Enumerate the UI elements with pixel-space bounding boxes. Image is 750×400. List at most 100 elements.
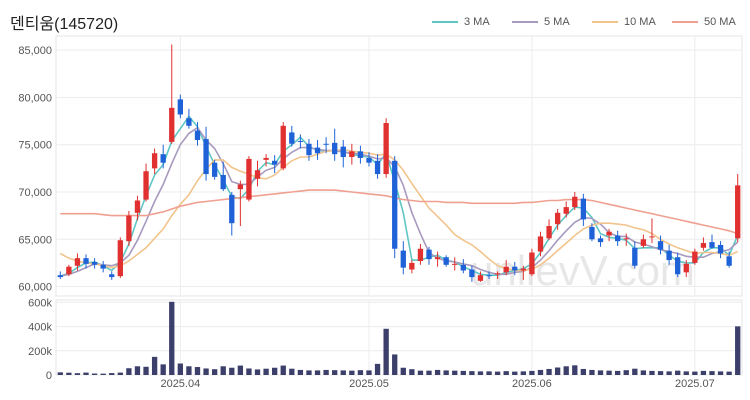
legend-swatch-10ma [592, 21, 618, 23]
candle-body [494, 273, 501, 275]
candle-body [554, 212, 561, 225]
date-tick-label: 2025.05 [349, 378, 389, 390]
volume-bar [263, 368, 269, 375]
candle-body [726, 256, 732, 266]
volume-tick-label: 400k [28, 322, 52, 334]
volume-bar [211, 369, 218, 375]
volume-bar [546, 368, 552, 375]
volume-bar [229, 367, 235, 375]
volume-bar [512, 371, 518, 375]
volume-bar [434, 369, 441, 375]
volume-bar [494, 371, 501, 375]
candle-body [160, 154, 166, 163]
candle-body [314, 147, 321, 154]
volume-bar [169, 301, 175, 375]
volume-bar [357, 370, 364, 375]
volume-bar [254, 369, 261, 375]
candle-body [237, 184, 244, 190]
volume-bar [717, 371, 724, 375]
candle-body [151, 153, 158, 169]
candle-body [211, 162, 218, 177]
volume-bar [126, 368, 132, 375]
candle-body [100, 264, 106, 269]
volume-bar [477, 371, 484, 375]
legend-swatch-5ma [512, 21, 538, 23]
candle-body [460, 264, 466, 271]
candle-body [143, 171, 149, 200]
candle-body [615, 235, 621, 242]
candle-body [383, 122, 389, 175]
candle-body [512, 266, 518, 271]
volume-bar [186, 366, 192, 375]
volume-bar [537, 369, 544, 375]
volume-bar [666, 371, 672, 375]
legend-label-5ma: 5 MA [544, 16, 570, 28]
candle-body [332, 142, 338, 155]
ma-line-10ma [59, 148, 739, 272]
volume-bar [709, 371, 715, 375]
candle-body [409, 262, 415, 270]
candle-body [572, 196, 578, 208]
candle-body [272, 160, 278, 165]
candle-body [57, 275, 63, 278]
date-tick-label: 2025.06 [512, 378, 552, 390]
volume-bar [409, 369, 415, 375]
candle-body [297, 140, 304, 142]
legend-item-50ma: 50 MA [672, 16, 736, 28]
volume-bar [529, 370, 535, 375]
volume-bar [657, 371, 664, 375]
candle-body [194, 130, 201, 140]
volume-bar [297, 369, 304, 375]
volume-bar [160, 364, 166, 375]
candle-body [657, 241, 664, 250]
volume-bar [692, 371, 698, 375]
volume-bar [332, 370, 338, 375]
candle-body [169, 107, 175, 142]
volume-bar [400, 367, 406, 375]
candle-body [589, 226, 595, 240]
legend-item-3ma: 3 MA [432, 16, 490, 28]
candle-body [683, 263, 689, 273]
volume-bar [74, 373, 81, 375]
candle-body [306, 143, 312, 156]
volume-bar [683, 371, 689, 375]
candle-body [357, 151, 364, 158]
volume-bar [117, 372, 123, 375]
volume-bar [109, 373, 115, 375]
legend-swatch-3ma [432, 21, 458, 23]
candle-body [254, 170, 261, 179]
candle-body [392, 160, 398, 249]
price-tick-label: 85,000 [18, 45, 52, 57]
legend-item-5ma: 5 MA [512, 16, 570, 28]
candle-body [186, 118, 192, 126]
volume-bar [460, 370, 466, 375]
volume-bar [289, 368, 295, 375]
date-tick-label: 2025.04 [160, 378, 200, 390]
candle-body [203, 139, 209, 175]
volume-bar [151, 356, 158, 375]
legend-label-3ma: 3 MA [464, 16, 490, 28]
volume-bar [272, 367, 278, 375]
candle-body [597, 238, 604, 243]
candle-body [426, 249, 432, 260]
legend-swatch-50ma [672, 21, 698, 23]
candle-body [477, 275, 484, 281]
volume-bar [177, 363, 183, 375]
candle-body [700, 243, 707, 248]
volume-bar [735, 326, 741, 375]
candle-body [649, 236, 655, 238]
candle-body [520, 268, 526, 271]
candle-body [735, 185, 741, 239]
candle-body [452, 263, 458, 265]
candle-body [580, 198, 587, 220]
volume-bar [700, 370, 707, 375]
candle-body [717, 244, 724, 254]
volume-bar [606, 370, 612, 375]
volume-bar [143, 366, 149, 375]
price-tick-label: 70,000 [18, 187, 52, 199]
volume-bar [632, 368, 638, 375]
candle-body [606, 231, 612, 236]
chart-title: 덴티움(145720) [10, 16, 119, 33]
candle-body [675, 257, 681, 275]
